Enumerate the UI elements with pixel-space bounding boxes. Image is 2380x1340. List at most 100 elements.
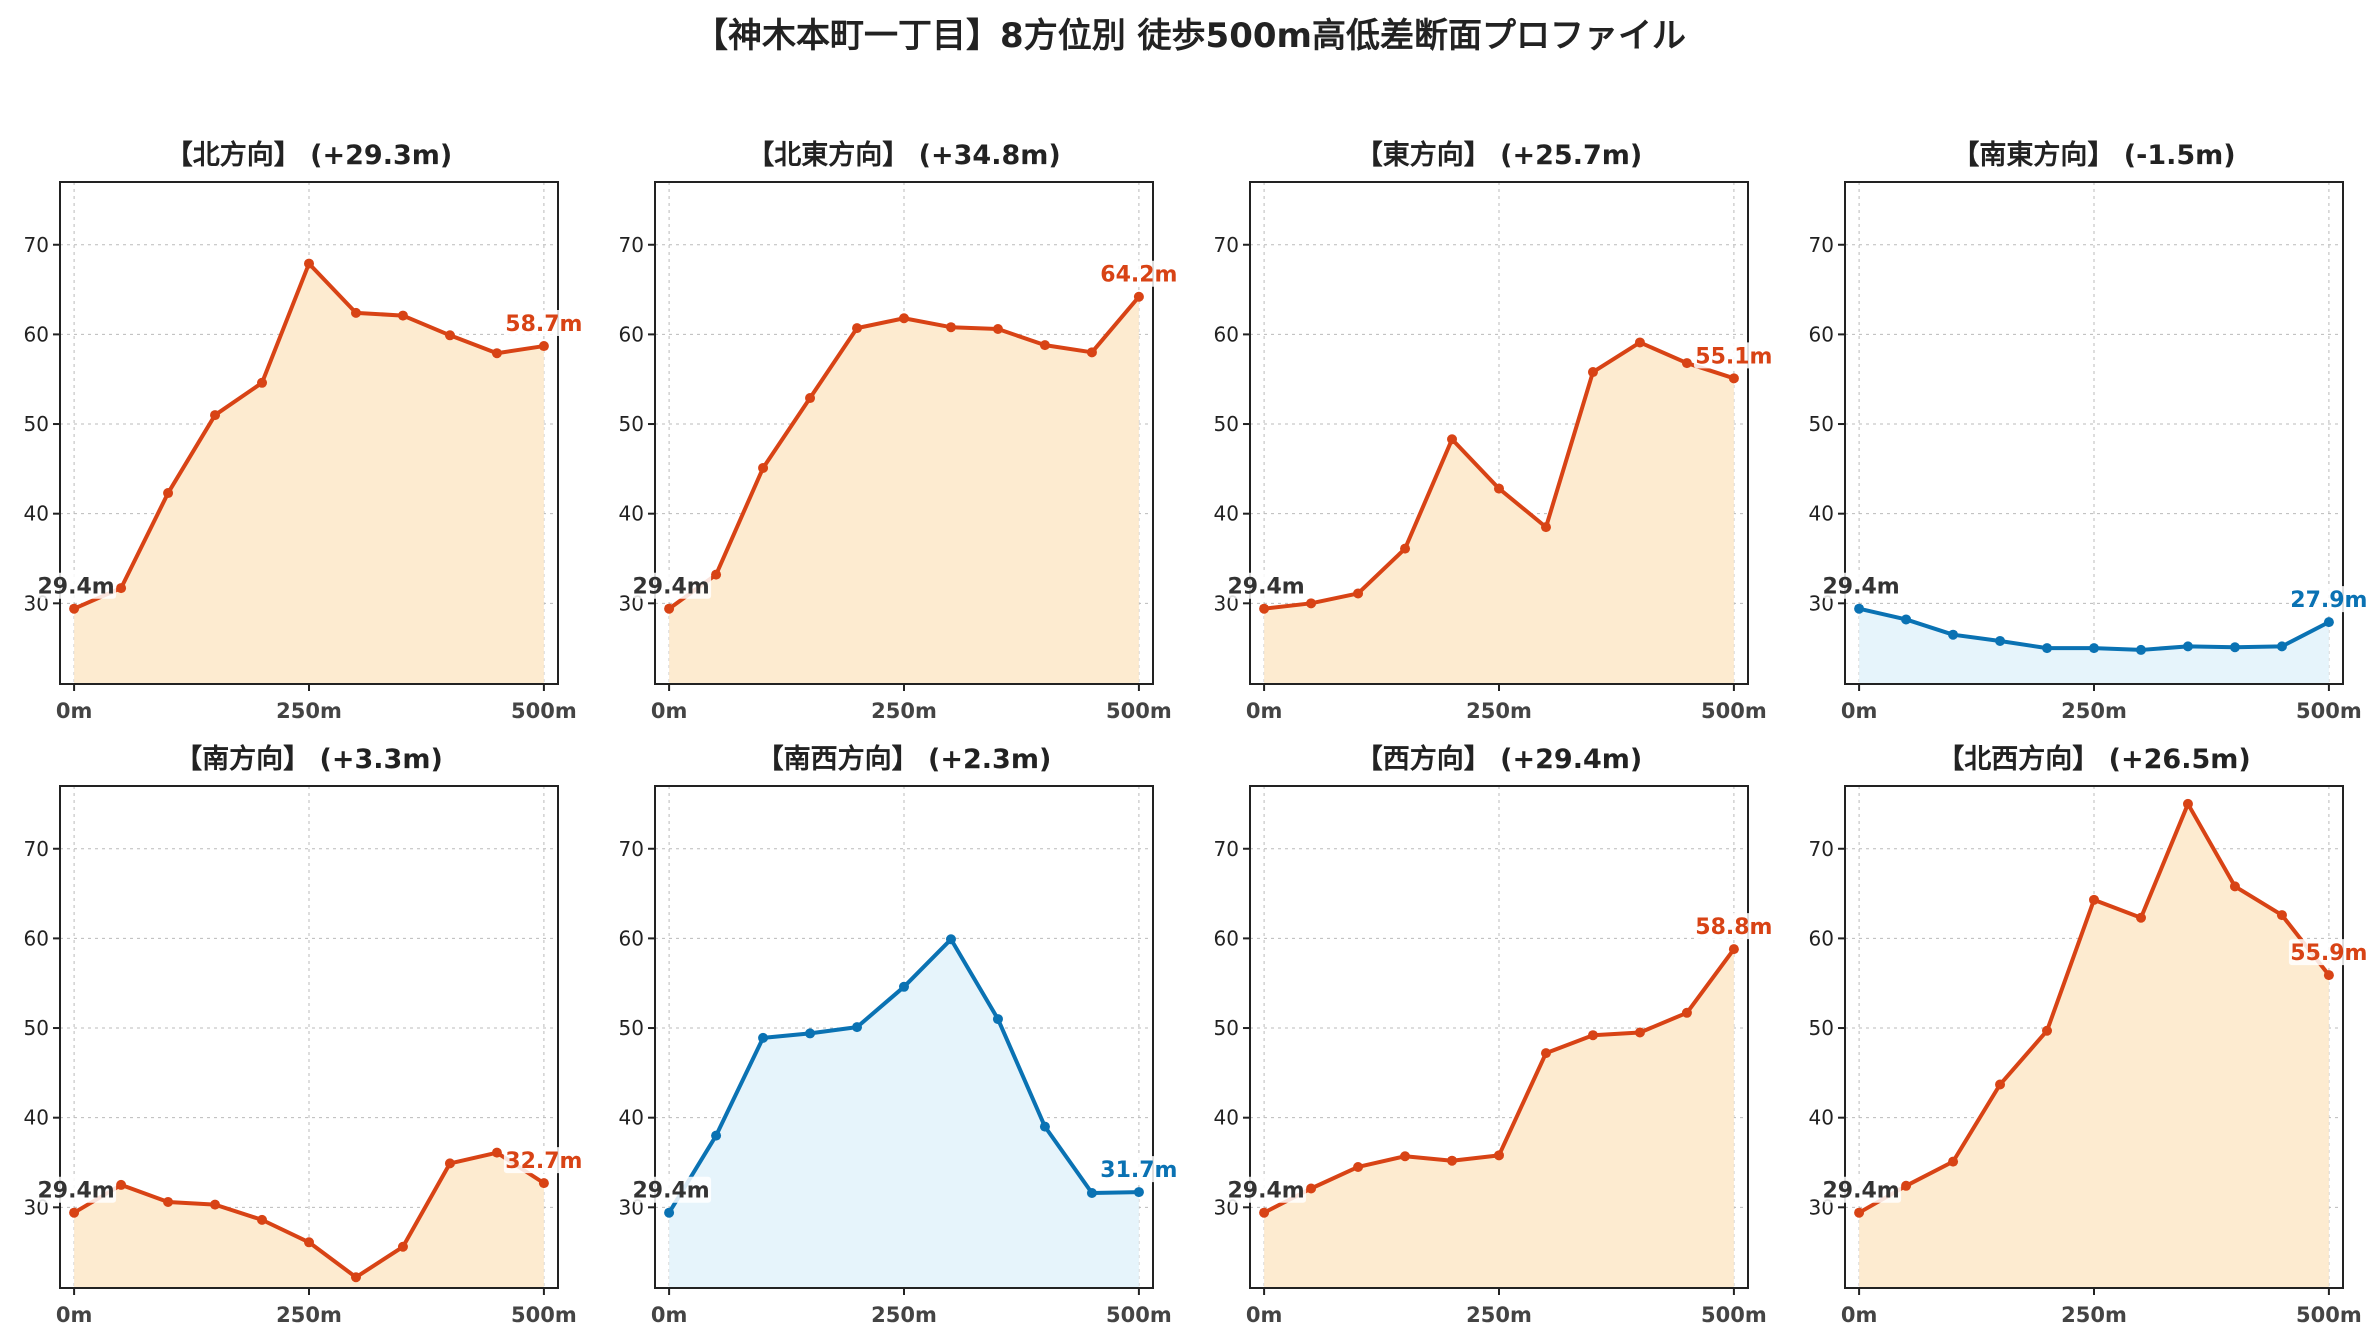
data-point — [1086, 1187, 1097, 1198]
y-tick-label: 70 — [24, 233, 49, 257]
start-label: 29.4m — [37, 1179, 114, 1204]
data-point — [711, 569, 722, 580]
data-point — [1901, 614, 1912, 625]
data-point — [2042, 1025, 2053, 1036]
x-tick-label: 500m — [1701, 1303, 1767, 1327]
data-point — [1681, 358, 1692, 369]
data-point — [257, 377, 268, 388]
data-point — [1086, 347, 1097, 358]
end-label: 32.7m — [505, 1149, 582, 1174]
y-tick-label: 70 — [619, 233, 644, 257]
panel-title: 【東方向】 (+25.7m) — [1356, 139, 1642, 171]
y-tick-label: 50 — [1214, 1016, 1239, 1040]
area-fill — [74, 263, 544, 684]
end-label: 58.7m — [505, 312, 582, 337]
start-label: 29.4m — [1822, 575, 1899, 600]
data-point — [1400, 1151, 1411, 1162]
y-tick-label: 70 — [1214, 837, 1239, 861]
area-fill — [1859, 608, 2329, 684]
data-point — [2323, 970, 2334, 981]
data-point — [491, 348, 502, 359]
data-point — [664, 603, 675, 614]
data-point — [1133, 1187, 1144, 1198]
x-tick-label: 250m — [1466, 699, 1532, 723]
data-point — [257, 1214, 268, 1225]
data-point — [758, 462, 769, 473]
data-point — [2182, 798, 2193, 809]
y-tick-label: 50 — [1809, 412, 1834, 436]
panel-title: 【北方向】 (+29.3m) — [166, 139, 452, 171]
data-point — [1306, 1183, 1317, 1194]
data-point — [899, 313, 909, 324]
start-label-bg — [1823, 1176, 1902, 1203]
data-point — [805, 1028, 816, 1039]
end-label-bg — [1098, 260, 1179, 287]
data-point — [2276, 910, 2287, 921]
end-label-bg — [2288, 939, 2369, 966]
y-tick-label: 70 — [1809, 233, 1834, 257]
panel-title: 【北西方向】 (+26.5m) — [1937, 743, 2250, 775]
start-label-bg — [38, 1176, 117, 1203]
x-tick-label: 500m — [2296, 1303, 2362, 1327]
y-tick-label: 40 — [24, 502, 49, 526]
data-point — [1587, 1030, 1598, 1041]
y-tick-label: 60 — [1809, 322, 1834, 346]
panel-title: 【北東方向】 (+34.8m) — [747, 139, 1060, 171]
plot-frame — [1844, 181, 2344, 685]
area-fill — [1264, 949, 1734, 1288]
data-point — [1728, 373, 1739, 384]
data-point — [899, 981, 909, 992]
data-point — [397, 310, 408, 321]
end-label: 55.9m — [2290, 941, 2367, 966]
data-point — [1259, 603, 1270, 614]
x-tick-label: 250m — [1466, 1303, 1532, 1327]
start-label: 29.4m — [1227, 1179, 1304, 1204]
y-tick-label: 40 — [1809, 502, 1834, 526]
y-tick-label: 40 — [1214, 1106, 1239, 1130]
data-point — [397, 1241, 408, 1252]
data-point — [163, 488, 174, 499]
y-tick-label: 40 — [24, 1106, 49, 1130]
data-point — [1634, 1027, 1645, 1038]
start-label-bg — [1228, 1176, 1307, 1203]
x-tick-label: 500m — [1701, 699, 1767, 723]
data-point — [2323, 617, 2334, 628]
y-tick-label: 40 — [619, 502, 644, 526]
data-point — [491, 1147, 502, 1158]
data-point — [945, 934, 956, 945]
data-point — [2182, 641, 2193, 652]
end-label-bg — [2288, 586, 2369, 613]
area-fill — [669, 939, 1139, 1288]
data-point — [1854, 603, 1865, 614]
data-point — [304, 1237, 314, 1248]
end-label: 55.1m — [1695, 344, 1772, 369]
y-tick-label: 40 — [1214, 502, 1239, 526]
end-label: 31.7m — [1100, 1158, 1177, 1183]
data-point — [852, 323, 863, 334]
start-label-bg — [633, 572, 712, 599]
data-point — [992, 1014, 1003, 1025]
data-point — [444, 330, 455, 341]
data-point — [1494, 1150, 1504, 1161]
y-tick-label: 40 — [1809, 1106, 1834, 1130]
y-tick-label: 50 — [1214, 412, 1239, 436]
y-tick-label: 70 — [1809, 837, 1834, 861]
data-point — [1728, 944, 1739, 955]
end-label-bg — [1098, 1156, 1179, 1183]
data-point — [538, 1178, 549, 1189]
x-tick-label: 0m — [1841, 699, 1878, 723]
x-tick-label: 0m — [651, 699, 688, 723]
panel-title: 【西方向】 (+29.4m) — [1356, 743, 1642, 775]
data-point — [2042, 643, 2053, 654]
y-tick-label: 60 — [24, 926, 49, 950]
area-fill — [1859, 803, 2329, 1288]
x-tick-label: 0m — [56, 699, 93, 723]
y-tick-label: 50 — [619, 1016, 644, 1040]
y-tick-label: 50 — [1809, 1016, 1834, 1040]
